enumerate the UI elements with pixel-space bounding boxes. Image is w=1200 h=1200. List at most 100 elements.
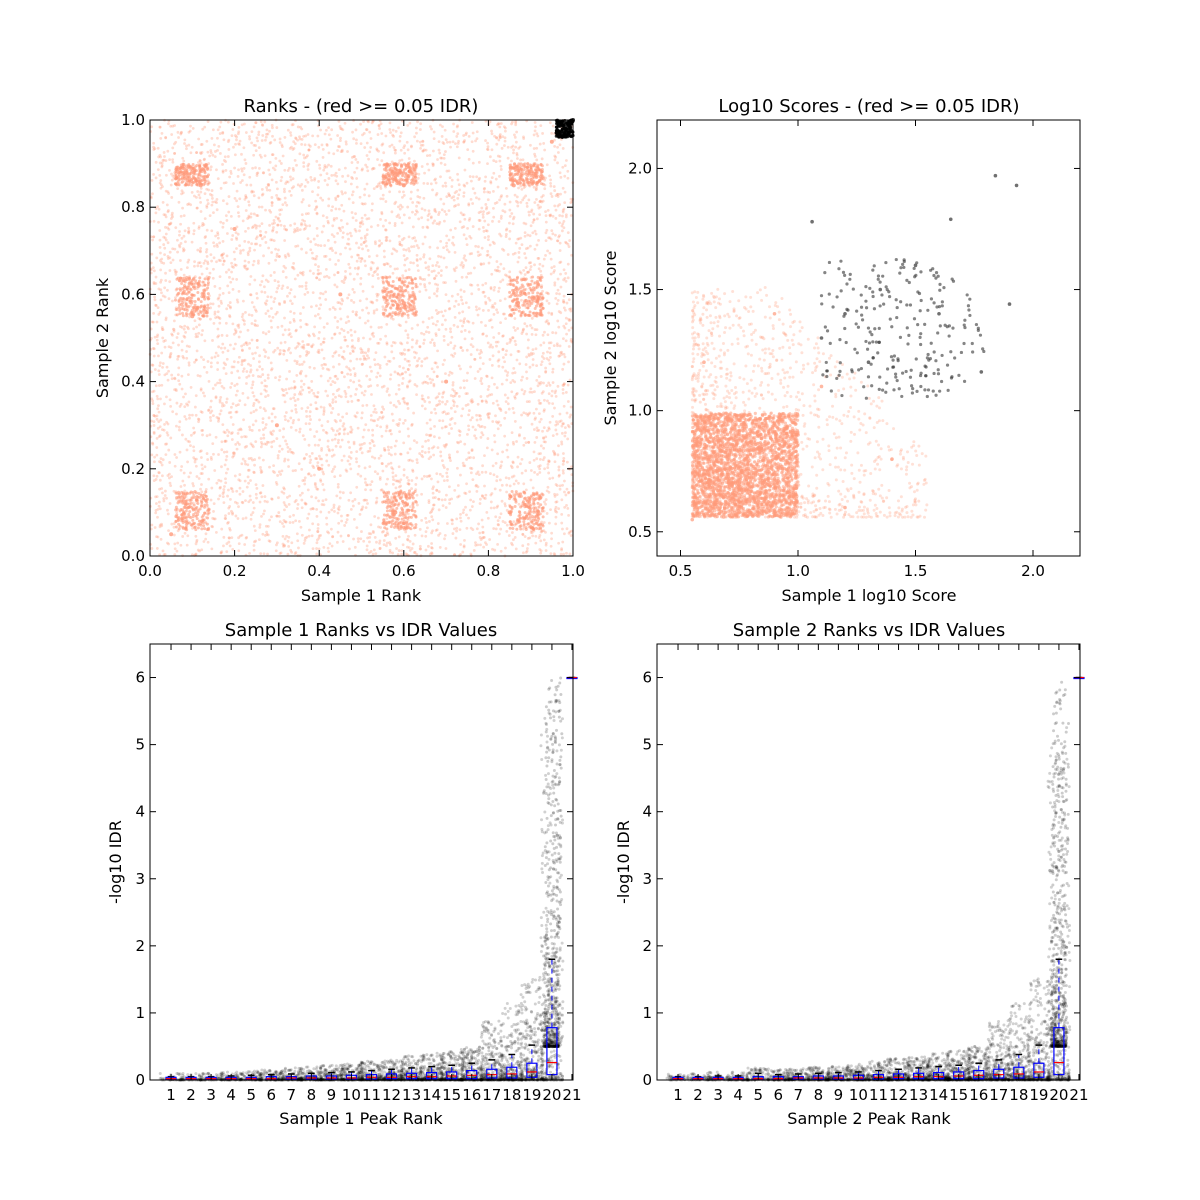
rank-point	[256, 214, 259, 217]
rank-point	[277, 326, 280, 329]
rank-point	[342, 425, 345, 428]
rank-point	[201, 128, 204, 131]
rank-point	[212, 510, 215, 513]
rank-point	[401, 382, 404, 385]
rank-point	[179, 133, 182, 136]
rank-point	[358, 246, 361, 249]
rank-point	[513, 411, 516, 414]
rank-point	[403, 144, 406, 147]
rank-point	[400, 131, 403, 134]
rank-point	[385, 363, 388, 366]
rank-point	[354, 498, 357, 501]
rank-point	[499, 408, 502, 411]
rank-point	[155, 256, 158, 259]
rank-point	[475, 414, 478, 417]
rank-point	[187, 259, 190, 262]
rank-point	[457, 142, 460, 145]
rank-point	[399, 453, 402, 456]
rank-point	[465, 301, 468, 304]
rank-point	[313, 325, 316, 328]
rank-point	[203, 158, 206, 161]
rank-point	[330, 174, 333, 177]
rank-point	[242, 370, 245, 373]
rank-point	[250, 293, 253, 296]
rank-point	[570, 198, 573, 201]
rank-point	[307, 513, 310, 516]
rank-point	[187, 327, 190, 330]
rank-point	[566, 507, 569, 510]
rank-point	[292, 185, 295, 188]
rank-point	[245, 370, 248, 373]
rank-point	[456, 467, 459, 470]
rank-point	[442, 464, 445, 467]
rank-point	[506, 524, 509, 527]
rank-point	[287, 420, 290, 423]
rank-point	[406, 451, 409, 454]
rank-point	[317, 500, 320, 503]
rank-point	[162, 500, 165, 503]
rank-point	[330, 165, 333, 168]
rank-point	[161, 464, 164, 467]
rank-point	[315, 160, 318, 163]
rank-point	[533, 134, 536, 137]
rank-point	[341, 459, 344, 462]
rank-point	[368, 536, 371, 539]
rank-point	[240, 363, 243, 366]
rank-point	[244, 196, 247, 199]
rank-point	[172, 328, 175, 331]
rank-point	[336, 541, 339, 544]
rank-point	[525, 412, 528, 415]
rank-point	[309, 269, 312, 272]
rank-point	[465, 132, 468, 135]
rank-point	[299, 319, 302, 322]
rank-point	[551, 331, 554, 334]
rank-point	[441, 135, 444, 138]
rank-point	[159, 434, 162, 437]
rank-point	[253, 260, 256, 263]
rank-point	[334, 400, 337, 403]
rank-point	[321, 464, 324, 467]
rank-point	[358, 229, 361, 232]
rank-point	[360, 530, 363, 533]
rank-point	[408, 250, 411, 253]
rank-point	[286, 553, 289, 556]
rank-point	[492, 465, 495, 468]
rank-point	[237, 505, 240, 508]
rank-point	[337, 441, 340, 444]
rank-point	[211, 197, 214, 200]
rank-point	[174, 226, 177, 229]
rank-point	[515, 131, 518, 134]
rank-point	[530, 224, 533, 227]
rank-point	[367, 320, 370, 323]
rank-point	[549, 214, 552, 217]
rank-point	[228, 505, 231, 508]
rank-point	[196, 475, 199, 478]
rank-point	[322, 214, 325, 217]
rank-point	[452, 404, 455, 407]
rank-point	[192, 427, 195, 430]
rank-point	[310, 380, 313, 383]
rank-point	[496, 311, 499, 314]
rank-point	[398, 535, 401, 538]
rank-point	[293, 393, 296, 396]
rank-point	[377, 326, 380, 329]
rank-point	[333, 510, 336, 513]
rank-point	[428, 282, 431, 285]
rank-point	[463, 443, 466, 446]
rank-point	[487, 223, 490, 226]
rank-point	[167, 241, 170, 244]
rank-point	[205, 488, 208, 491]
rank-point	[370, 137, 373, 140]
rank-point	[490, 318, 493, 321]
rank-point	[439, 455, 442, 458]
rank-point	[523, 252, 526, 255]
rank-point	[337, 259, 340, 262]
rank-point	[515, 479, 518, 482]
rank-point	[470, 353, 473, 356]
rank-point	[372, 411, 375, 414]
rank-point	[242, 392, 245, 395]
rank-point	[411, 469, 414, 472]
rank-point	[485, 208, 488, 211]
rank-point	[275, 126, 278, 129]
rank-point	[216, 231, 219, 234]
